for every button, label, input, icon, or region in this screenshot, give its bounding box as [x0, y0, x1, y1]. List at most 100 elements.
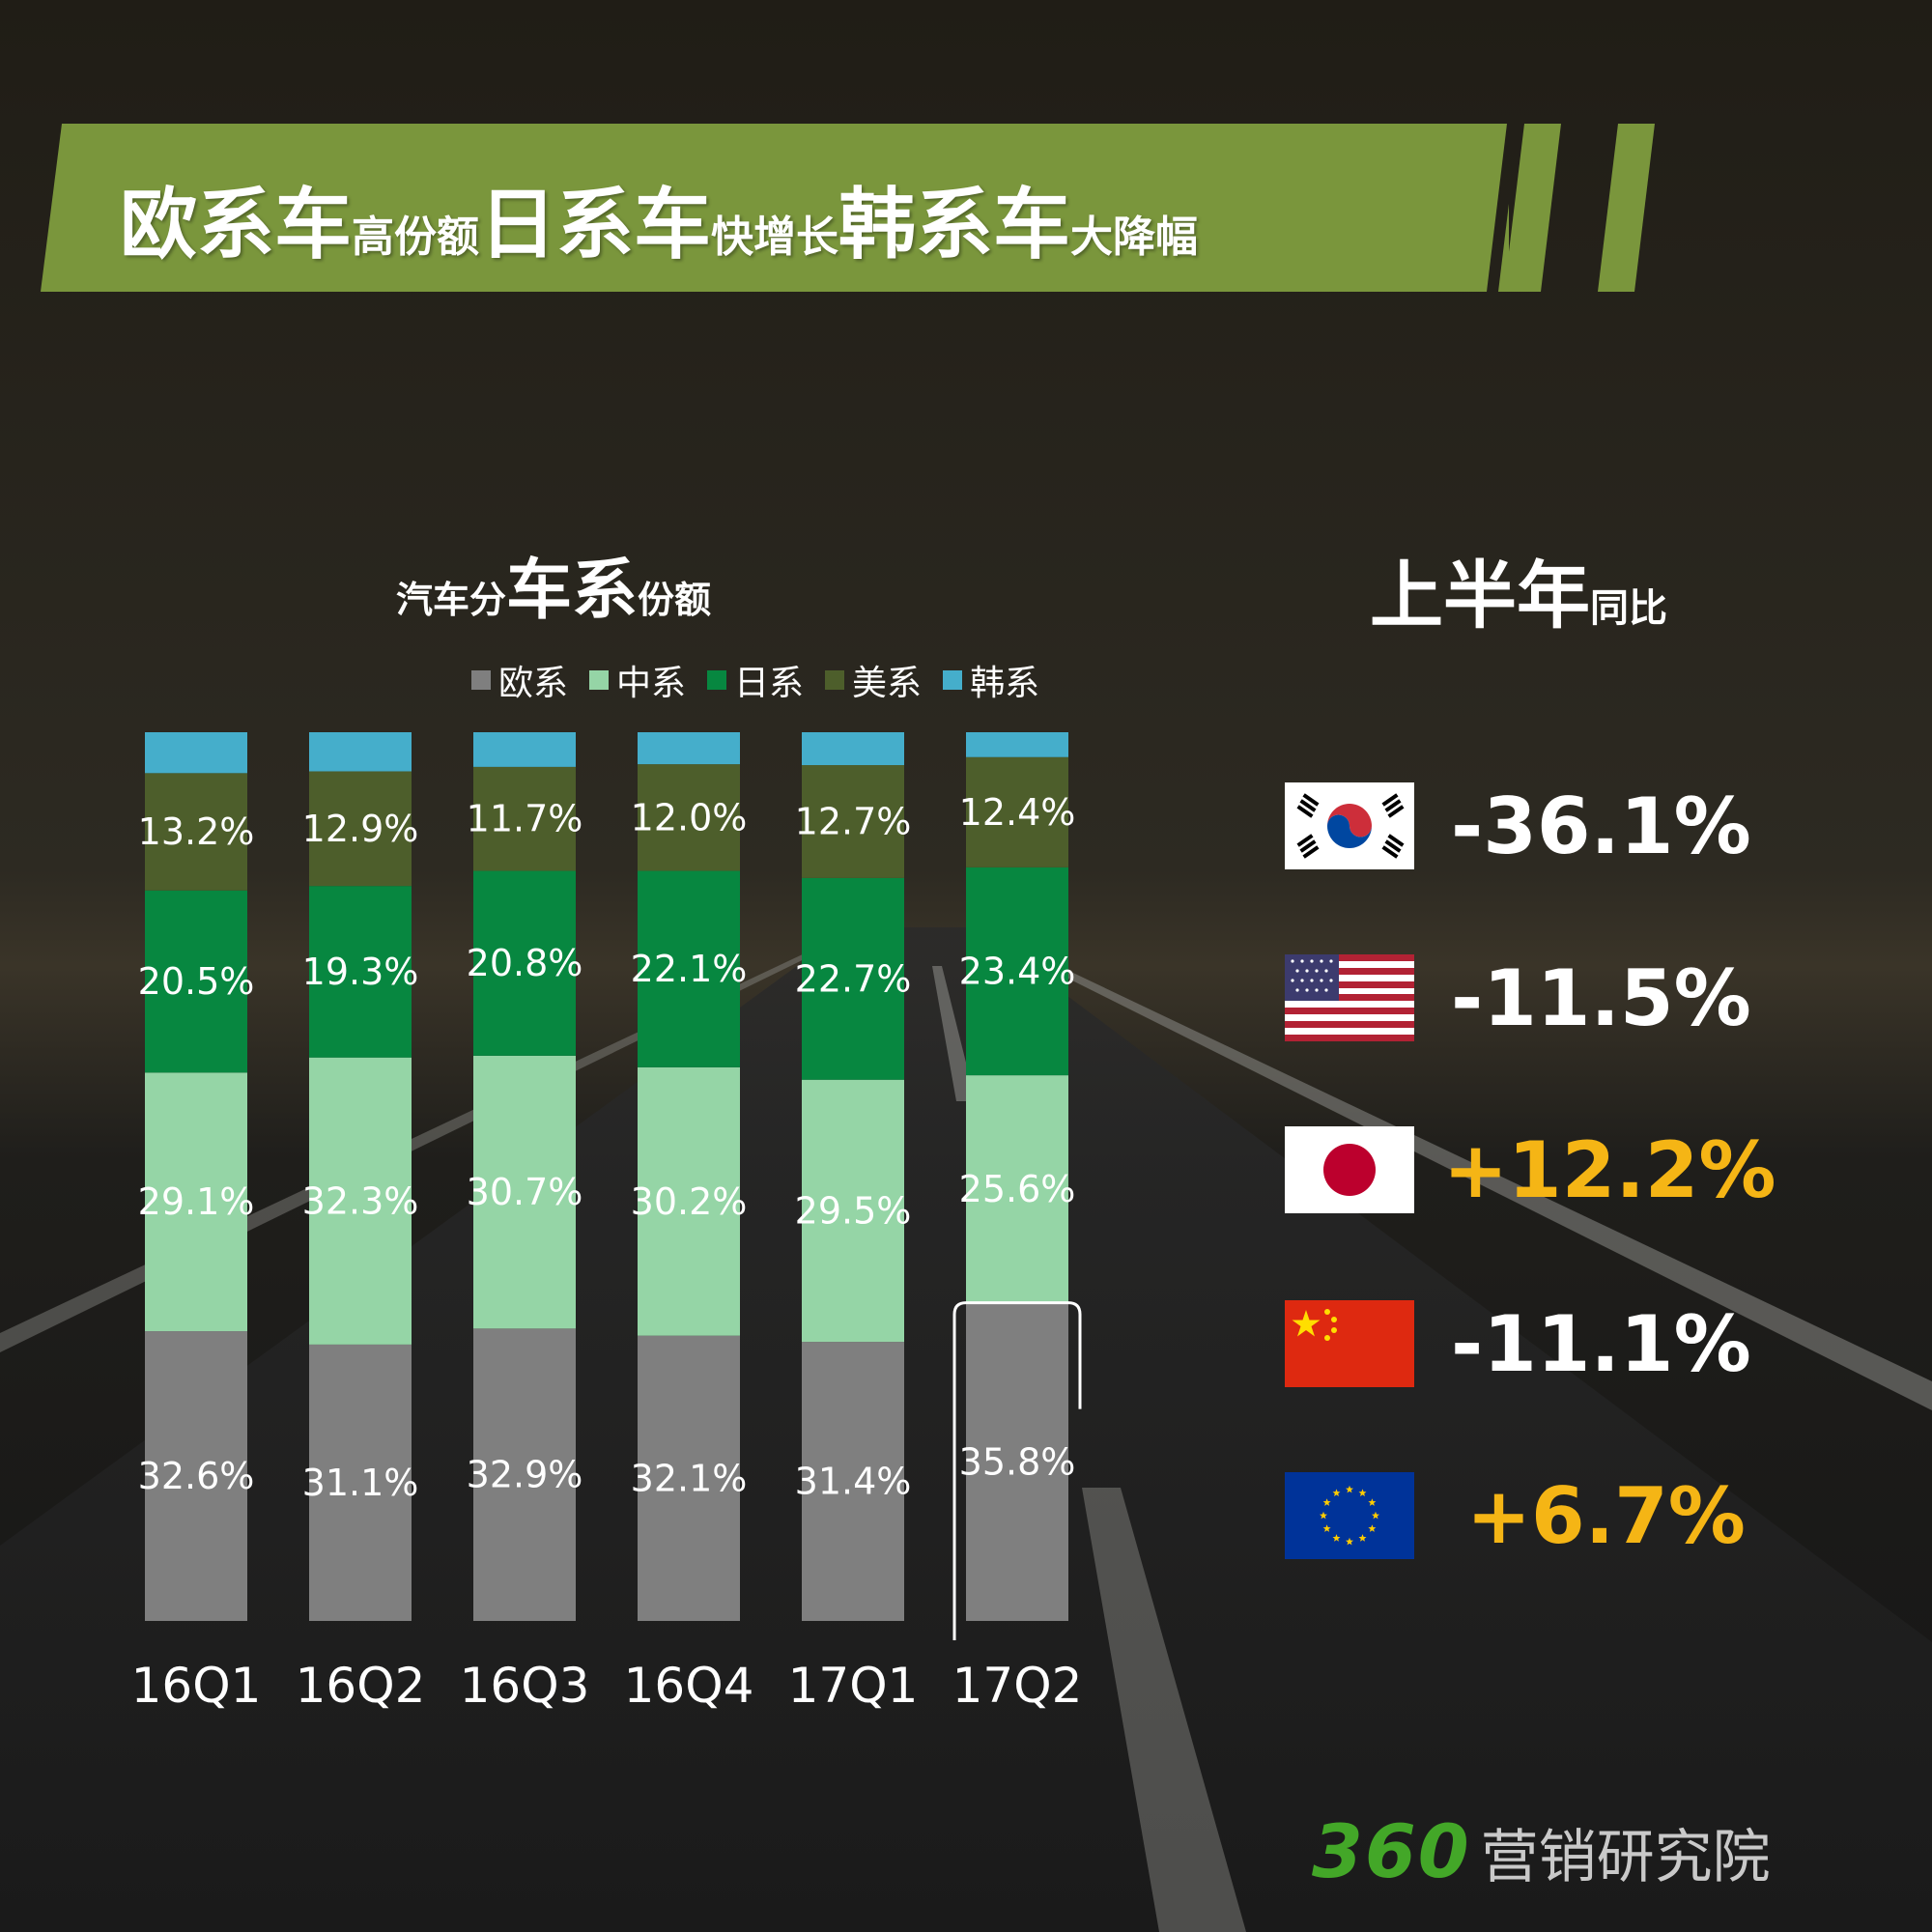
stacked-bar-chart: 32.6% 29.1% 20.5% 13.2% 16Q1 31.1% 32.3% 19.3% 1… [131, 732, 1083, 1714]
data-label: 22.7% [795, 957, 912, 1000]
brand-logo: 360 营销研究院 [1312, 1808, 1771, 1894]
eu-star [1322, 1524, 1331, 1532]
bar-segment [966, 1302, 1068, 1621]
eu-flag-icon [1285, 1472, 1414, 1559]
yoy-row-korea: -36.1% [1285, 782, 1751, 869]
legend-label: 韩系 [970, 664, 1040, 703]
data-label: 29.1% [138, 1180, 255, 1223]
bar-segment [309, 771, 412, 887]
bar-segment [802, 1079, 904, 1343]
bar-segment [309, 886, 412, 1058]
yoy-title-main: 上半年 [1370, 553, 1590, 639]
yoy-value-china: -11.1% [1451, 1299, 1751, 1389]
data-label: 30.2% [631, 1180, 748, 1223]
eu-star [1368, 1498, 1377, 1506]
japan-flag-icon [1285, 1126, 1414, 1213]
yoy-value-eu: +6.7% [1466, 1471, 1746, 1561]
legend-swatch [589, 670, 610, 690]
eu-star [1332, 1534, 1341, 1542]
bar-segment [638, 1335, 740, 1621]
chart-title: 汽车分 车系 份额 [396, 536, 711, 632]
bar-segment [145, 1331, 247, 1621]
bar-segment [145, 773, 247, 891]
legend-item-kr: 韩系 [943, 655, 1039, 705]
bar-segment [473, 870, 576, 1056]
legend-swatch [707, 670, 727, 690]
x-tick-label: 16Q1 [131, 1658, 262, 1714]
bar-segment [966, 756, 1068, 867]
chart-title-part-1: 汽车分 [396, 579, 507, 621]
data-label: 12.7% [795, 800, 912, 842]
data-label: 12.0% [631, 796, 748, 838]
bar-segment [966, 1075, 1068, 1303]
data-label: 35.8% [959, 1440, 1076, 1483]
bar-segment [473, 732, 576, 767]
bar-segment [638, 764, 740, 871]
bar-segment [145, 1072, 247, 1332]
yoy-value-usa: -11.5% [1451, 953, 1751, 1043]
chart-legend: 欧系 中系 日系 美系 韩系 [471, 655, 1039, 705]
bar-segment [802, 877, 904, 1080]
bar-segment [638, 870, 740, 1067]
data-label: 11.7% [467, 798, 583, 840]
korea-flag-icon [1285, 782, 1414, 869]
data-label: 20.5% [138, 960, 255, 1003]
bar-segment [638, 1066, 740, 1336]
title-part-2: 高份额 [352, 213, 479, 262]
bar-segment [473, 1055, 576, 1329]
legend-item-cn: 中系 [589, 655, 686, 705]
yoy-row-usa: -11.5% [1285, 954, 1751, 1041]
highlight-bracket [952, 1301, 1082, 1640]
data-label: 12.4% [959, 791, 1076, 834]
data-label: 20.8% [467, 942, 583, 984]
bar-segment [309, 1344, 412, 1621]
usa-flag-icon [1285, 954, 1414, 1041]
x-tick-label: 16Q2 [296, 1658, 426, 1714]
x-tick-label: 17Q2 [952, 1658, 1083, 1714]
data-label: 12.9% [302, 808, 419, 850]
x-tick-label: 17Q1 [788, 1658, 919, 1714]
bar-segment [802, 1342, 904, 1621]
legend-label: 欧系 [498, 664, 569, 703]
data-label: 32.3% [302, 1179, 419, 1222]
title-part-3: 日系车 [479, 180, 711, 270]
bar-segment [802, 765, 904, 878]
data-label: 31.4% [795, 1461, 912, 1503]
yoy-title: 上半年 同比 [1370, 536, 1667, 642]
legend-swatch [471, 670, 491, 690]
data-label: 32.6% [138, 1455, 255, 1497]
bar-segment [145, 890, 247, 1073]
eu-star [1332, 1489, 1341, 1497]
title-part-1: 欧系车 [120, 180, 352, 270]
eu-star [1358, 1489, 1367, 1497]
banner-stripes [1507, 124, 1655, 292]
eu-star [1346, 1537, 1353, 1546]
eu-star [1320, 1511, 1327, 1520]
legend-swatch [825, 670, 845, 690]
legend-label: 美系 [852, 664, 923, 703]
legend-swatch [943, 670, 963, 690]
legend-label: 日系 [734, 664, 805, 703]
bar-segment [309, 1057, 412, 1345]
yoy-row-eu: +6.7% [1285, 1472, 1746, 1559]
eu-star [1372, 1511, 1379, 1520]
title-part-4: 快增长 [711, 213, 838, 262]
eu-star [1346, 1485, 1353, 1493]
eu-star [1358, 1534, 1367, 1542]
data-label: 22.1% [631, 948, 748, 990]
x-tick-label: 16Q4 [624, 1658, 754, 1714]
legend-item-eu: 欧系 [471, 655, 568, 705]
data-label: 25.6% [959, 1168, 1076, 1210]
yoy-row-china: -11.1% [1285, 1300, 1751, 1387]
bar-segment [802, 732, 904, 766]
yoy-title-sub: 同比 [1590, 586, 1667, 631]
legend-label: 中系 [616, 664, 687, 703]
data-label: 13.2% [138, 810, 255, 853]
yoy-value-japan: +12.2% [1443, 1125, 1776, 1215]
eu-star [1322, 1498, 1331, 1506]
chart-title-part-2: 车系 [506, 553, 639, 629]
bar-segment [966, 732, 1068, 757]
yoy-row-japan: +12.2% [1285, 1126, 1776, 1213]
legend-item-us: 美系 [825, 655, 922, 705]
bar-segment [309, 732, 412, 772]
